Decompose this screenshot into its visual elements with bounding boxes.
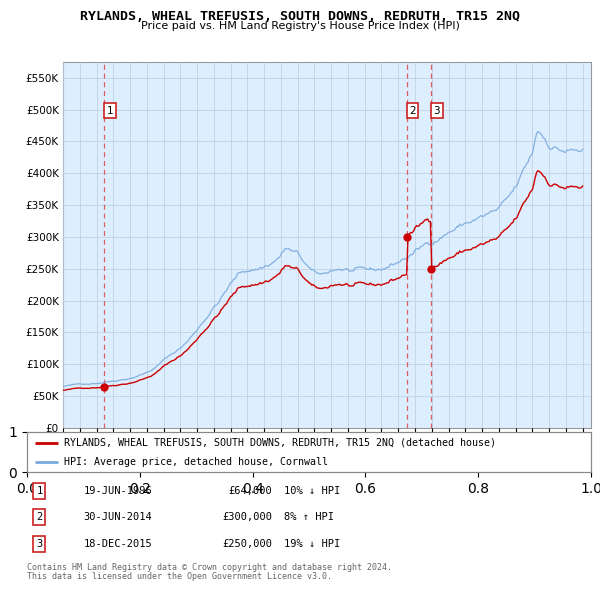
Text: 8% ↑ HPI: 8% ↑ HPI	[284, 512, 334, 522]
Bar	[55, 62, 63, 428]
Text: HPI: Average price, detached house, Cornwall: HPI: Average price, detached house, Corn…	[64, 457, 328, 467]
Text: 19% ↓ HPI: 19% ↓ HPI	[284, 539, 340, 549]
Text: £300,000: £300,000	[223, 512, 272, 522]
Text: 3: 3	[36, 539, 43, 549]
Text: 1: 1	[107, 106, 113, 116]
Text: 10% ↓ HPI: 10% ↓ HPI	[284, 486, 340, 496]
Text: Contains HM Land Registry data © Crown copyright and database right 2024.: Contains HM Land Registry data © Crown c…	[27, 563, 392, 572]
Text: RYLANDS, WHEAL TREFUSIS, SOUTH DOWNS, REDRUTH, TR15 2NQ: RYLANDS, WHEAL TREFUSIS, SOUTH DOWNS, RE…	[80, 10, 520, 23]
Text: This data is licensed under the Open Government Licence v3.0.: This data is licensed under the Open Gov…	[27, 572, 332, 581]
Text: 2: 2	[36, 512, 43, 522]
Text: RYLANDS, WHEAL TREFUSIS, SOUTH DOWNS, REDRUTH, TR15 2NQ (detached house): RYLANDS, WHEAL TREFUSIS, SOUTH DOWNS, RE…	[64, 438, 496, 448]
Text: 3: 3	[434, 106, 440, 116]
Text: Price paid vs. HM Land Registry's House Price Index (HPI): Price paid vs. HM Land Registry's House …	[140, 21, 460, 31]
Text: 30-JUN-2014: 30-JUN-2014	[83, 512, 152, 522]
Text: 19-JUN-1996: 19-JUN-1996	[83, 486, 152, 496]
Text: 18-DEC-2015: 18-DEC-2015	[83, 539, 152, 549]
Text: £250,000: £250,000	[223, 539, 272, 549]
Text: 2: 2	[409, 106, 416, 116]
Text: 1: 1	[36, 486, 43, 496]
Text: £64,000: £64,000	[229, 486, 272, 496]
